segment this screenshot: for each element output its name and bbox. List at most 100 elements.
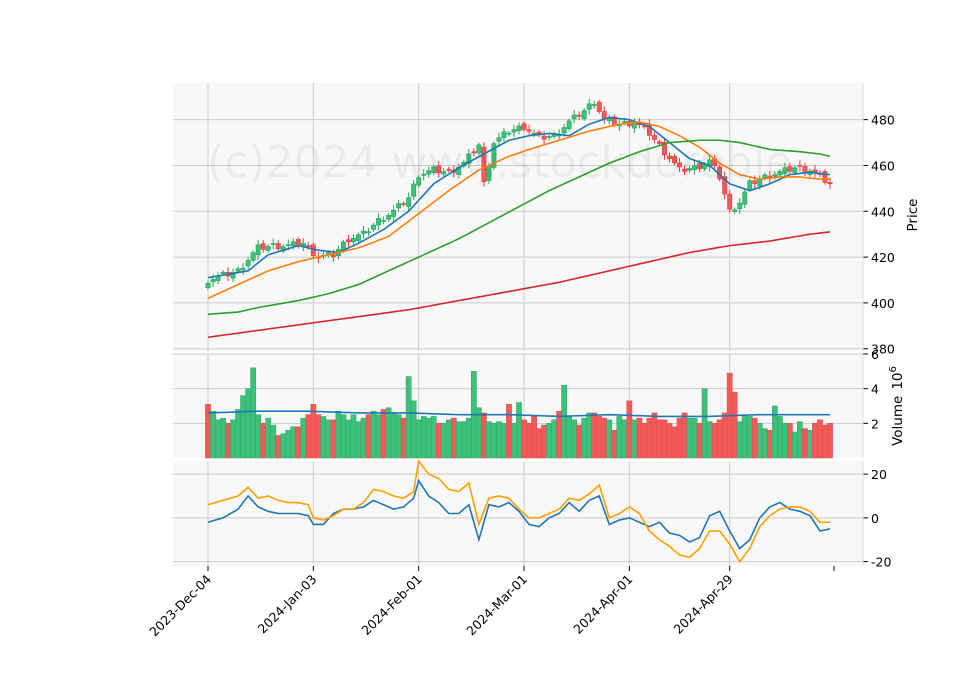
volume-bar [455,421,462,459]
y-tick-label: 380 [871,342,895,357]
volume-bar [405,376,412,459]
candle-body [260,243,266,250]
volume-bar [721,412,728,459]
candle-body [651,135,657,140]
candle-body [697,163,703,169]
candle-body [792,167,798,173]
volume-bar [491,423,497,459]
volume-bar [787,423,793,459]
candle-body [747,180,753,190]
volume-bar [400,417,407,459]
volume-bar [711,423,718,459]
volume-bar [556,410,562,459]
candle-body [561,127,567,134]
volume-bar [270,424,277,459]
y-tick-label: 0 [871,511,879,526]
volume-bar [776,416,783,459]
volume-bar [506,404,512,459]
candle-body [396,203,402,209]
volume-bar [481,412,487,459]
x-tick-label: 2024-Mar-01 [463,572,530,639]
volume-bar [611,430,618,459]
volume-bar [731,391,738,459]
x-tick-label: 2024-Apr-01 [570,572,635,637]
y-tick-label: 2 [871,416,879,431]
volume-bar [641,423,648,459]
volume-bar [280,433,287,459]
volume-bar [450,417,457,459]
volume-bar [225,423,231,459]
y-tick-label: -20 [871,555,891,570]
volume-bar [465,417,472,459]
volume-bar [420,416,427,459]
x-tick-label: 2024-Apr-29 [671,571,736,636]
candle-body [346,239,351,243]
volume-bar [596,416,603,459]
volume-bar [511,423,517,459]
volume-bar [631,419,638,459]
candle-body [506,132,512,135]
volume-bar [435,423,442,459]
candle-body [330,254,336,258]
indicator-line-1 [207,478,831,550]
x-tick-label: 2023-Dec-04 [146,571,214,639]
candle-body [366,231,371,233]
candle-body [381,220,387,222]
volume-bar [751,417,758,459]
volume-bar [792,431,798,459]
candle-body [496,137,502,142]
candle-body [621,121,627,123]
volume-bar [586,412,593,459]
candle-body [526,129,532,132]
candle-body [305,245,311,247]
volume-bar [771,405,778,459]
volume-bar [380,409,387,459]
price-panel-background [173,83,863,351]
candle-body [596,101,602,112]
candle-body [501,131,507,139]
candle-body [376,218,381,226]
volume-bar [581,417,588,459]
volume-bar [696,423,703,459]
candle-body [772,174,778,177]
volume-bar [290,426,297,459]
candle-body [230,272,236,279]
volume-bar [566,416,573,459]
y-tick-label: 400 [871,296,895,311]
candle-body [546,136,552,138]
candle-body [240,267,246,271]
volume-bar [355,421,362,459]
volume-bar [782,423,788,459]
candle-body [446,168,452,171]
moving-average-line-1 [207,116,831,279]
volume-bar [626,400,633,459]
candle-body [361,230,366,234]
volume-label-power: 6 [888,366,899,372]
volume-bar [245,388,251,459]
volume-bar [350,414,357,459]
volume-bar [561,384,567,459]
volume-bar [440,423,447,459]
candle-body [275,243,281,250]
candle-body [386,215,392,220]
y-tick-label: 6 [871,347,879,362]
candle-body [591,104,597,106]
volume-bar [285,430,292,459]
candle-body [265,246,271,251]
candle-body [466,153,472,164]
volume-bar [746,416,753,459]
candle-body [797,165,803,167]
volume-bar [807,430,813,459]
volume-bar [736,421,743,459]
volume-bar [295,426,302,459]
volume-moving-average-line [207,410,830,418]
volume-bar [235,409,241,459]
candle-body [752,180,758,184]
candle-body [822,171,828,183]
candle-body [431,166,437,174]
candle-body [802,166,808,173]
y-tick-label: 480 [871,113,895,128]
candle-body [416,177,422,186]
volume-bar [817,419,823,459]
volume-bar [701,388,708,459]
